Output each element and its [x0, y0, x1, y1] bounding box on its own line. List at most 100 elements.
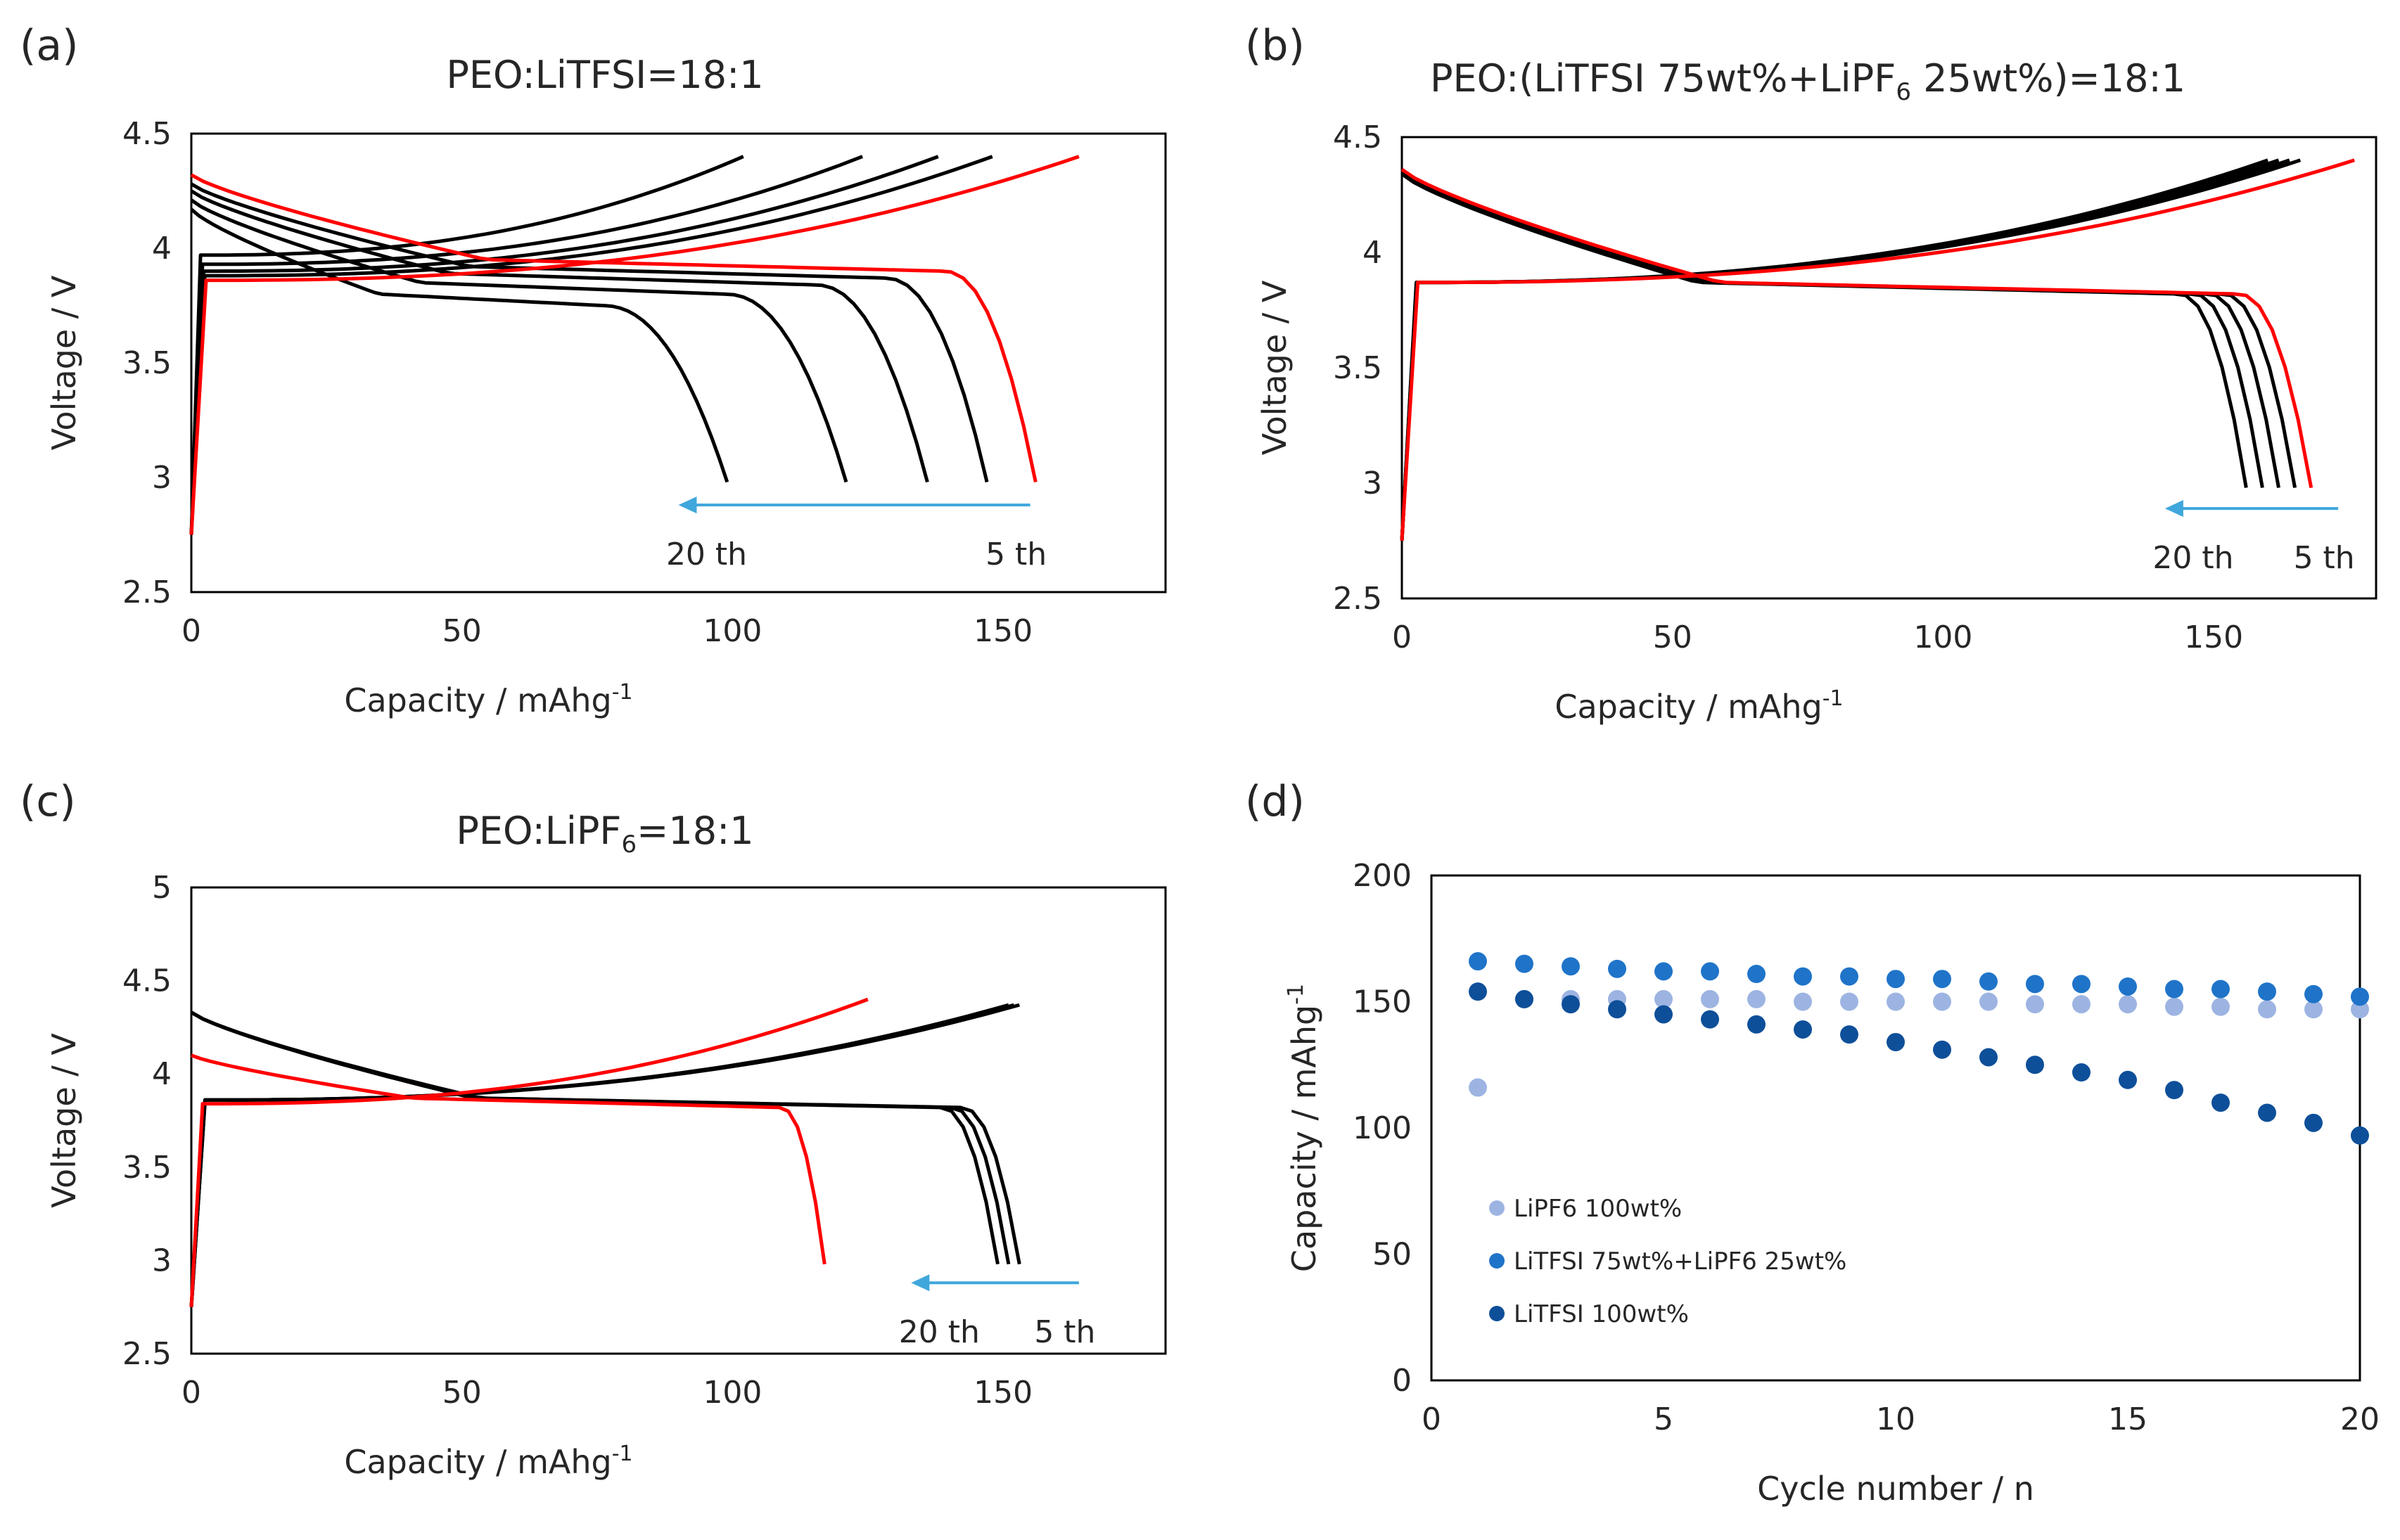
discharge-curve [190, 189, 929, 483]
y-tick-label: 3.5 [122, 1150, 172, 1186]
x-axis-label: Capacity / mAhg-1 [344, 680, 632, 719]
x-tick-label: 150 [2184, 620, 2243, 655]
y-tick-label: 2.5 [122, 1336, 172, 1372]
annotation-5th: 5 th [985, 537, 1047, 572]
chart-title: PEO:LiTFSI=18:1 [446, 53, 763, 97]
cycle-arrow-head [678, 496, 697, 514]
data-point-series-3 [1562, 995, 1580, 1014]
title-part: PEO:LiPF [456, 809, 621, 853]
x-axis-label-sup: -1 [612, 680, 633, 705]
x-axis-label: Cycle number / n [1757, 1470, 2034, 1508]
panel-a-chart: 0 50 100 150 2.5 3 3.5 4 4.5 Capacity / mAhg-1 Vol… [45, 53, 1167, 719]
x-tick-label: 100 [703, 613, 762, 649]
discharge-curve [191, 1053, 826, 1265]
y-axis-label: Voltage / V [45, 1033, 83, 1208]
y-tick-label: 100 [1353, 1110, 1412, 1146]
chart-title: PEO:(LiTFSI 75wt%+LiPF6 25wt%)=18:1 [1430, 56, 2185, 106]
data-point-series-2 [1469, 952, 1487, 971]
panel-b-chart: 0 50 100 150 2.5 3 3.5 4 4.5 Capacity / mAhg-1 Vol… [1256, 56, 2377, 726]
x-tick-label: 150 [974, 613, 1033, 649]
charge-curve [189, 997, 869, 1307]
data-point-series-1 [2119, 995, 2137, 1014]
discharge-curve [190, 173, 1038, 483]
data-point-series-3 [2165, 1081, 2183, 1100]
data-point-series-1 [2026, 995, 2044, 1014]
title-part: PEO:(LiTFSI 75wt%+LiPF [1430, 56, 1896, 101]
title-part: =18:1 [637, 809, 754, 853]
plot-frame [1400, 136, 2377, 600]
data-point-series-3 [1794, 1020, 1812, 1039]
x-axis-label-sup: -1 [1823, 686, 1844, 711]
charge-curve [1400, 158, 2302, 541]
data-point-series-3 [1887, 1032, 1905, 1051]
y-axis-label-sup: -1 [1284, 984, 1308, 1005]
y-axis-label: Capacity / mAhg-1 [1284, 984, 1323, 1272]
data-point-series-3 [1747, 1015, 1766, 1034]
charge-curve [189, 155, 744, 535]
y-axis-label: Voltage / V [1256, 280, 1294, 455]
title-subscript: 6 [1896, 78, 1911, 106]
x-tick-label: 20 [2340, 1401, 2380, 1437]
data-point-series-1 [1933, 992, 1951, 1011]
data-point-series-3 [2211, 1093, 2230, 1112]
y-tick-label: 4 [1362, 235, 1382, 271]
discharge-curve [190, 198, 848, 483]
data-point-series-1 [2211, 997, 2230, 1016]
data-point-series-1 [1654, 989, 1673, 1008]
chart-title: PEO:LiPF6=18:1 [456, 809, 753, 859]
annotation-5th: 5 th [2294, 540, 2355, 576]
data-point-series-3 [1979, 1048, 1998, 1067]
data-point-series-2 [1887, 970, 1905, 989]
data-point-series-3 [2351, 1126, 2369, 1145]
legend-label: LiTFSI 75wt%+LiPF6 25wt% [1514, 1247, 1846, 1276]
charge-curve [189, 1003, 1020, 1307]
cycle-arrow-head [911, 1274, 930, 1292]
charge-curve [1400, 158, 2280, 541]
charge-curve [189, 155, 863, 535]
plot-frame [190, 886, 1167, 1355]
charge-curve [1400, 158, 2355, 541]
data-point-series-3 [1515, 989, 1533, 1008]
x-tick-label: 50 [442, 613, 482, 649]
cycle-arrow-head [2164, 500, 2183, 518]
y-tick-label: 200 [1353, 858, 1412, 894]
data-point-series-3 [1469, 982, 1487, 1001]
annotation-5th: 5 th [1034, 1314, 1095, 1350]
title-part: 25wt%)=18:1 [1911, 56, 2185, 101]
data-point-series-1 [1979, 992, 1998, 1011]
panel-label-d: (d) [1245, 777, 1305, 826]
y-tick-label: 4 [152, 1056, 172, 1092]
x-tick-label: 50 [1653, 620, 1692, 655]
data-point-series-3 [2304, 1113, 2323, 1132]
data-point-series-1 [1701, 989, 1719, 1008]
data-point-series-3 [2026, 1055, 2044, 1074]
plot-frame [190, 132, 1167, 593]
discharge-curve [1400, 170, 2280, 489]
x-tick-label: 0 [181, 1375, 201, 1411]
panel-label-c: (c) [20, 777, 76, 826]
y-tick-label: 3 [152, 1243, 172, 1278]
data-point-series-2 [1933, 970, 1951, 989]
data-point-series-2 [2072, 975, 2091, 994]
x-tick-label: 15 [2108, 1401, 2147, 1437]
data-point-series-3 [1608, 1000, 1626, 1019]
discharge-curve [190, 182, 989, 483]
x-tick-label: 10 [1876, 1401, 1915, 1437]
x-tick-label: 0 [1392, 620, 1412, 655]
x-tick-label: 0 [181, 613, 201, 649]
discharge-curve [1400, 167, 2313, 489]
legend-label: LiTFSI 100wt% [1514, 1300, 1689, 1328]
legend-marker [1489, 1200, 1505, 1216]
charge-curve [189, 1003, 1015, 1307]
y-tick-label: 50 [1372, 1237, 1412, 1273]
data-point-series-2 [1840, 967, 1858, 986]
y-tick-label: 3.5 [122, 345, 172, 381]
x-tick-label: 5 [1654, 1401, 1673, 1437]
data-point-series-2 [1654, 962, 1673, 981]
x-tick-label: 0 [1422, 1401, 1441, 1437]
data-point-series-1 [1840, 992, 1858, 1011]
x-axis-label-sup: -1 [612, 1442, 633, 1466]
data-point-series-1 [2304, 1000, 2323, 1019]
